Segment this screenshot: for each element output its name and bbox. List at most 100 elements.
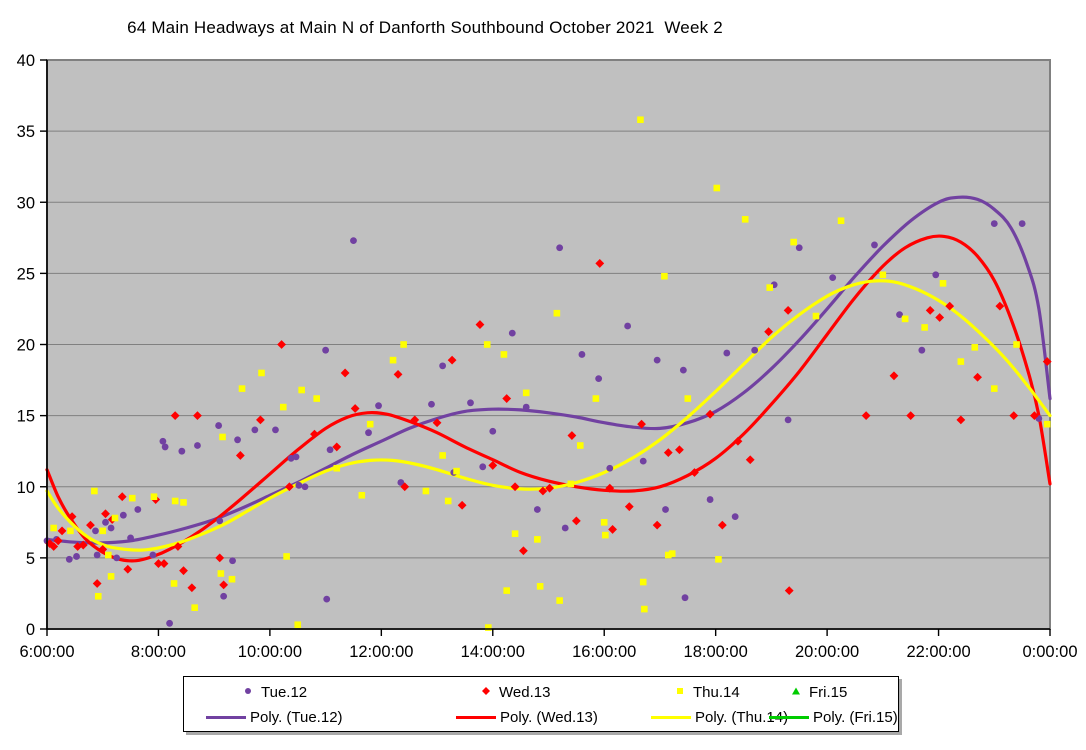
legend-trendline-label: Poly. (Tue.12) [250,708,343,726]
data-point [279,403,287,411]
data-point [511,530,519,537]
data-point [350,404,360,413]
data-point [485,624,492,631]
data-point [745,455,755,465]
data-point [92,579,102,588]
data-point [925,305,935,315]
data-point [921,324,928,331]
y-axis-tick-label: 0 [26,621,35,639]
data-point [216,517,224,525]
data-point [600,519,608,526]
data-point [662,506,669,513]
legend-item-poly-thu[interactable]: Poly. (Thu.14) [651,707,788,727]
data-point [86,520,95,530]
data-point [128,494,136,502]
data-point [522,403,530,411]
data-point [358,491,366,499]
data-point [98,544,108,554]
data-point [784,586,794,595]
data-point [522,389,530,397]
data-point [1043,420,1051,428]
data-point [457,500,467,510]
trendline-swatch-icon [206,715,246,719]
data-point [92,527,99,535]
data-point [812,312,820,320]
legend-item-wed[interactable]: Wed.13 [480,682,550,702]
data-point [606,464,614,472]
data-point [333,464,341,472]
data-point [751,346,759,354]
trendline-swatch-icon [769,715,809,719]
data-point [219,433,226,441]
legend-item-poly-tue[interactable]: Poly. (Tue.12) [206,707,343,727]
data-point [272,426,279,434]
legend-box: Tue.12 Wed.13 Thu.14 Fri.15 Poly. (Tue.12) Po… [183,676,899,732]
data-point [301,483,309,491]
data-point [313,395,320,402]
x-axis-tick-label: 14:00:00 [461,643,525,661]
data-point [1042,357,1052,366]
data-point [901,315,909,323]
x-axis-tick-label: 6:00:00 [19,643,74,661]
data-point [576,442,584,449]
trendline-swatch-icon [456,715,496,719]
data-point [365,429,372,437]
data-point [453,467,460,475]
legend-item-tue[interactable]: Tue.12 [242,682,307,702]
data-point [906,411,916,421]
data-point [170,580,178,587]
legend-item-poly-fri[interactable]: Poly. (Fri.15) [769,707,898,727]
data-point [510,482,520,492]
data-point [444,497,452,505]
legend-item-thu[interactable]: Thu.14 [674,682,740,702]
x-axis-tick-label: 12:00:00 [349,643,413,661]
data-point [113,554,121,562]
data-point [641,605,648,613]
data-point [536,583,544,590]
data-point [375,402,382,410]
data-point [766,284,774,291]
data-point [783,305,793,315]
data-point [101,509,110,519]
legend-item-fri[interactable]: Fri.15 [790,682,847,702]
data-point [502,394,512,403]
data-point [194,442,201,449]
data-point [741,216,749,223]
data-point [57,526,67,536]
legend-series-label: Wed.13 [499,683,551,701]
data-point [220,592,228,600]
data-point [78,540,88,550]
data-point [94,592,102,600]
y-axis-tick-label: 25 [17,265,35,283]
legend-item-poly-wed[interactable]: Poly. (Wed.13) [456,707,598,727]
data-point [256,415,265,425]
data-point [608,525,617,534]
data-point [389,356,397,364]
data-point [428,400,435,408]
data-point [684,395,692,402]
y-axis-tick-label: 30 [17,194,35,212]
data-point [971,344,979,351]
data-point [340,368,350,378]
trendline-thu [45,279,1052,552]
data-point [99,527,107,535]
data-point [624,502,634,512]
data-point [170,411,180,421]
data-point [679,366,687,374]
data-point [637,419,646,429]
data-point [397,479,405,486]
data-point [295,481,303,489]
data-point [104,551,112,559]
data-point [107,524,115,532]
data-point [393,369,403,379]
data-point [475,320,485,329]
data-point [706,496,714,503]
data-point [592,395,600,402]
data-point [149,551,157,559]
data-point [350,237,357,245]
data-point [228,575,236,583]
data-point [945,301,955,311]
data-point [918,346,926,354]
